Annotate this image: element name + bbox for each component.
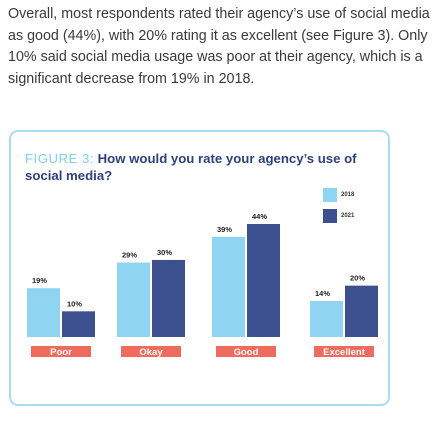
category-label-okay: Okay	[139, 347, 163, 358]
data-label-good-2018: 39%	[217, 225, 232, 234]
bar-okay-2021	[152, 259, 185, 337]
bar-excellent-2021	[345, 285, 378, 337]
legend-item-2018: 2018	[323, 188, 354, 202]
bar-chart: 19% 10% Poor 29% 30% Okay 39% 44% Good 14% 20% Exce…	[27, 212, 378, 358]
bar-excellent-2018	[310, 301, 343, 337]
data-label-excellent-2021: 20%	[350, 274, 365, 283]
figure-card: FIGURE 3: How would you rate your agency…	[9, 130, 390, 406]
intro-paragraph: Overall, most respondents rated their ag…	[8, 6, 430, 87]
data-label-okay-2018: 29%	[122, 251, 137, 260]
category-badge-okay	[121, 346, 181, 357]
bar-okay-2018	[117, 262, 150, 337]
chart-legend: 2018 2021	[323, 188, 354, 230]
bar-good-2018	[212, 236, 245, 337]
bar-good-2021	[247, 224, 280, 337]
data-label-good-2021: 44%	[252, 212, 267, 221]
category-badge-poor	[31, 346, 91, 357]
bar-poor-2021	[62, 311, 95, 337]
figure-title-text: How would you rate your agency’s use of …	[25, 151, 357, 183]
category-label-excellent: Excellent	[323, 347, 366, 358]
data-label-excellent-2018: 14%	[315, 289, 330, 298]
legend-swatch-2021	[323, 209, 337, 223]
legend-label-2021: 2021	[341, 213, 355, 219]
data-label-okay-2021: 30%	[157, 248, 172, 257]
legend-item-2021: 2021	[323, 209, 354, 223]
figure-title: FIGURE 3: How would you rate your agency…	[25, 150, 385, 184]
category-badge-good	[216, 346, 276, 357]
bar-poor-2018	[27, 288, 60, 337]
legend-label-2018: 2018	[341, 192, 355, 198]
category-label-poor: Poor	[50, 347, 72, 358]
legend-swatch-2018	[323, 188, 337, 202]
data-label-poor-2018: 19%	[32, 276, 47, 285]
category-badge-excellent	[314, 346, 374, 357]
figure-label: FIGURE 3:	[25, 151, 94, 166]
category-label-good: Good	[234, 347, 259, 358]
data-label-poor-2021: 10%	[67, 299, 82, 308]
